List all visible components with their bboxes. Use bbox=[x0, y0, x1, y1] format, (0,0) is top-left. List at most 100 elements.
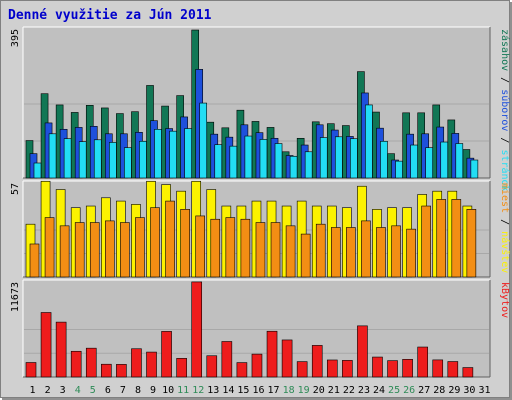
bar bbox=[184, 128, 192, 179]
bar bbox=[48, 133, 57, 179]
bar bbox=[180, 209, 190, 278]
bar bbox=[29, 243, 40, 278]
bar bbox=[432, 359, 444, 378]
bar bbox=[240, 218, 251, 278]
x-tick-label: 24 bbox=[373, 385, 385, 396]
bar bbox=[139, 140, 147, 179]
bar bbox=[285, 225, 296, 278]
legend-entry: zásahov bbox=[499, 29, 511, 71]
bar bbox=[229, 145, 238, 179]
bar bbox=[447, 361, 459, 378]
bar bbox=[40, 312, 52, 378]
bar bbox=[319, 137, 328, 179]
panel-max-label: 395 bbox=[10, 29, 21, 47]
x-tick-label: 15 bbox=[237, 385, 249, 396]
bar bbox=[244, 135, 253, 179]
x-tick-label: 29 bbox=[448, 385, 460, 396]
bar bbox=[59, 225, 70, 278]
bar bbox=[289, 155, 298, 179]
series-stránok bbox=[33, 102, 479, 179]
bar bbox=[270, 222, 281, 278]
bar bbox=[455, 143, 464, 179]
bar bbox=[70, 350, 82, 378]
x-tick-label: 5 bbox=[90, 385, 96, 396]
chart-panel-2: 57 miest / návštev bbox=[10, 180, 511, 278]
x-tick-label: 11 bbox=[177, 385, 189, 396]
bar bbox=[55, 321, 67, 378]
x-tick-label: 28 bbox=[433, 385, 445, 396]
x-tick-label: 17 bbox=[268, 385, 280, 396]
x-tick-label: 9 bbox=[150, 385, 156, 396]
bar bbox=[304, 151, 313, 179]
x-tick-label: 8 bbox=[135, 385, 141, 396]
chart-panel-1: 395 zásahov / súborov / stránok bbox=[10, 26, 511, 192]
bar bbox=[417, 346, 428, 378]
bar bbox=[165, 200, 175, 278]
series-miest bbox=[29, 199, 477, 278]
bar bbox=[93, 139, 102, 179]
bar bbox=[176, 358, 187, 378]
panel-legend: miest / návštev bbox=[499, 183, 511, 273]
bar bbox=[101, 363, 112, 378]
bar bbox=[387, 360, 398, 378]
bar bbox=[470, 159, 479, 179]
x-tick-label: 14 bbox=[222, 385, 234, 396]
panel-legend: zásahov / súborov / stránok bbox=[499, 29, 511, 192]
x-tick-label: 4 bbox=[75, 385, 81, 396]
bar bbox=[365, 104, 373, 179]
x-tick-label: 20 bbox=[313, 385, 325, 396]
bar bbox=[116, 364, 127, 378]
bar bbox=[402, 359, 413, 378]
bar bbox=[154, 128, 162, 179]
bar bbox=[380, 140, 388, 179]
bar bbox=[266, 330, 278, 378]
legend-entry: miest bbox=[499, 183, 510, 213]
bar bbox=[361, 220, 371, 278]
x-tick-label: 6 bbox=[105, 385, 111, 396]
bar bbox=[44, 217, 55, 278]
bar bbox=[251, 353, 263, 378]
bar bbox=[274, 143, 283, 179]
x-tick-label: 2 bbox=[45, 385, 51, 396]
legend-entry: stránok bbox=[499, 149, 511, 191]
bar bbox=[391, 225, 401, 278]
series-zásahov bbox=[25, 29, 471, 179]
x-tick-label: 26 bbox=[403, 385, 415, 396]
bar bbox=[395, 160, 403, 179]
x-tick-label: 7 bbox=[120, 385, 126, 396]
bar bbox=[342, 360, 353, 378]
bar bbox=[221, 341, 233, 378]
bar bbox=[169, 130, 177, 179]
bar bbox=[191, 281, 203, 378]
x-tick-label: 12 bbox=[192, 385, 204, 396]
bar bbox=[326, 359, 338, 378]
bar bbox=[372, 356, 383, 378]
bar bbox=[85, 347, 97, 378]
legend-separator: / bbox=[499, 131, 510, 149]
bar bbox=[451, 199, 462, 278]
panel-max-label: 57 bbox=[10, 183, 21, 195]
bar bbox=[195, 215, 206, 278]
bar bbox=[225, 217, 236, 278]
chart-panel-3: 11673 kBytov bbox=[10, 279, 510, 378]
x-tick-label: 27 bbox=[418, 385, 430, 396]
bar bbox=[357, 325, 368, 378]
bar bbox=[300, 233, 311, 278]
legend-entry: súborov bbox=[499, 89, 511, 131]
bar bbox=[63, 138, 72, 179]
bar bbox=[131, 348, 142, 378]
bar bbox=[105, 220, 115, 278]
bar bbox=[255, 222, 266, 278]
bar bbox=[425, 147, 433, 179]
bar bbox=[135, 217, 145, 278]
chart-title: Denné využitie za Jún 2011 bbox=[8, 8, 212, 23]
bar bbox=[462, 367, 474, 378]
x-tick-label: 13 bbox=[207, 385, 219, 396]
x-tick-label: 21 bbox=[328, 385, 340, 396]
bar bbox=[124, 147, 132, 179]
legend-entry: kBytov bbox=[499, 282, 510, 318]
bar bbox=[210, 218, 221, 278]
bar bbox=[33, 162, 42, 179]
panel-max-label: 11673 bbox=[10, 282, 21, 312]
x-tick-label: 1 bbox=[30, 385, 36, 396]
